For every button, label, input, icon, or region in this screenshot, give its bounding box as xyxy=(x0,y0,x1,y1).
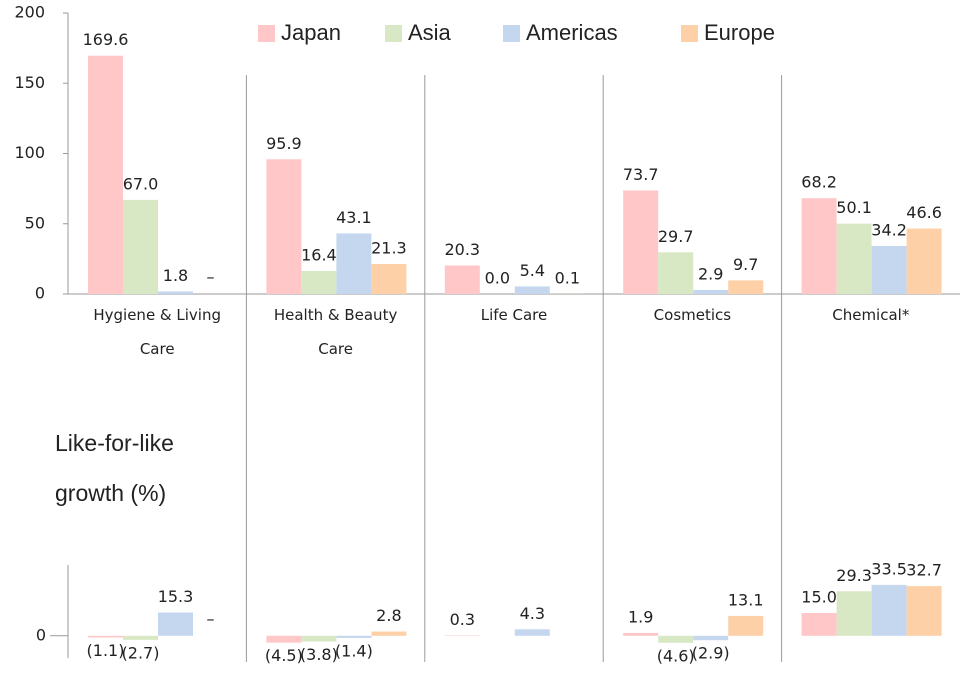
value-label: (2.9) xyxy=(692,644,730,663)
bar xyxy=(658,635,694,643)
value-label: 29.7 xyxy=(658,227,694,246)
value-label: 0.1 xyxy=(555,268,580,287)
value-label: 29.3 xyxy=(836,566,872,585)
value-label: 32.7 xyxy=(906,561,942,580)
y-tick-label: 150 xyxy=(14,73,45,92)
value-label: 73.7 xyxy=(623,165,659,184)
bar xyxy=(158,612,193,636)
legend-swatch xyxy=(503,25,520,42)
value-label: 15.3 xyxy=(158,587,194,606)
x-tick-label: Hygiene & Living Care xyxy=(93,306,221,358)
bar xyxy=(836,223,872,294)
bar xyxy=(266,635,302,643)
x-tick-label: Health & Beauty Care xyxy=(273,306,398,358)
bar xyxy=(88,635,123,638)
bar xyxy=(801,613,837,636)
value-label: (2.7) xyxy=(122,643,160,662)
value-label: 15.0 xyxy=(801,588,837,607)
value-label: 95.9 xyxy=(266,134,302,153)
legend-label: Asia xyxy=(408,20,452,45)
bar xyxy=(301,270,337,294)
value-label: – xyxy=(207,609,215,628)
legend-label: Europe xyxy=(704,20,775,45)
bar xyxy=(871,584,907,636)
y-tick-label: 100 xyxy=(14,143,45,162)
bar xyxy=(123,199,158,294)
bar xyxy=(514,629,550,636)
bar xyxy=(266,159,302,294)
value-label: 34.2 xyxy=(871,220,907,239)
value-label: 21.3 xyxy=(371,239,407,258)
bar xyxy=(514,286,550,294)
legend-label: Americas xyxy=(526,20,618,45)
value-label: 50.1 xyxy=(836,198,872,217)
value-label: (3.8) xyxy=(300,645,338,664)
bar xyxy=(728,280,764,294)
bar xyxy=(693,289,729,294)
bar xyxy=(158,291,193,294)
value-label: 1.8 xyxy=(163,266,188,285)
value-label: 4.3 xyxy=(520,604,545,623)
value-label: 67.0 xyxy=(123,174,159,193)
value-label: (4.5) xyxy=(265,646,303,665)
bar xyxy=(371,631,407,636)
x-tick-label: Chemical* xyxy=(832,306,910,324)
value-label: 169.6 xyxy=(83,30,129,49)
panel-title: Like-for-like growth (%) xyxy=(55,430,174,506)
bar xyxy=(693,635,729,641)
legend-label: Japan xyxy=(281,20,341,45)
bar xyxy=(906,586,942,636)
value-label: 68.2 xyxy=(801,173,837,192)
bar xyxy=(444,265,480,294)
value-label: 5.4 xyxy=(520,261,545,280)
y-tick-label: 0 xyxy=(35,284,45,303)
bar xyxy=(836,591,872,636)
value-label: 20.3 xyxy=(444,240,480,259)
value-label: – xyxy=(207,268,215,287)
value-label: (1.4) xyxy=(335,641,373,660)
value-label: (1.1) xyxy=(87,641,125,660)
value-label: 2.8 xyxy=(376,606,401,625)
value-label: 9.7 xyxy=(733,255,758,274)
bar xyxy=(371,264,407,294)
bar xyxy=(336,635,372,638)
x-tick-label: Cosmetics xyxy=(653,306,732,324)
bar xyxy=(623,190,659,294)
value-label: 2.9 xyxy=(698,264,723,283)
value-label: 33.5 xyxy=(871,559,907,578)
value-label: 13.1 xyxy=(728,590,764,609)
value-label: 0.3 xyxy=(450,610,475,629)
bar xyxy=(301,635,337,642)
y-tick-label: 0 xyxy=(36,625,46,644)
x-tick-label: Life Care xyxy=(480,306,548,324)
bar xyxy=(728,615,764,636)
value-label: 1.9 xyxy=(628,607,653,626)
bar xyxy=(623,632,659,636)
bar xyxy=(906,228,942,294)
value-label: 0.0 xyxy=(485,269,510,288)
value-label: 46.6 xyxy=(906,203,942,222)
bar xyxy=(123,635,158,640)
value-label: (4.6) xyxy=(657,646,695,665)
value-label: 43.1 xyxy=(336,208,372,227)
legend-swatch xyxy=(385,25,402,42)
legend-swatch xyxy=(681,25,698,42)
y-tick-label: 200 xyxy=(14,3,45,22)
bar xyxy=(871,245,907,294)
value-label: 16.4 xyxy=(301,245,337,264)
bar xyxy=(336,233,372,294)
bar xyxy=(801,198,837,294)
legend-swatch xyxy=(258,25,275,42)
y-tick-label: 50 xyxy=(25,213,45,232)
bar xyxy=(658,252,694,294)
bar xyxy=(88,55,123,294)
